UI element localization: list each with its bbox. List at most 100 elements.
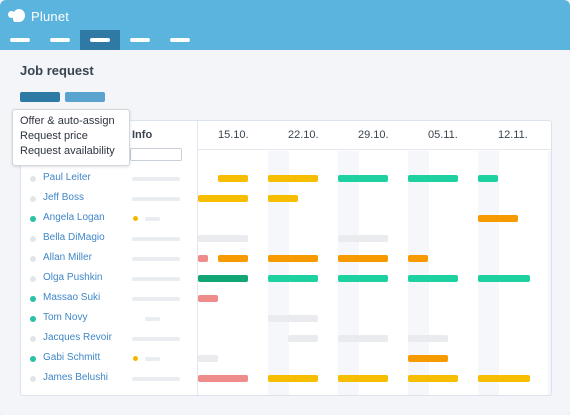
filter-input[interactable] <box>130 148 182 161</box>
booking-bar[interactable] <box>198 295 218 302</box>
status-dot <box>30 196 36 202</box>
booking-bar[interactable] <box>478 275 530 282</box>
resource-name[interactable]: James Belushi <box>43 372 109 383</box>
booking-bar[interactable] <box>478 215 518 222</box>
info-placeholder <box>132 337 180 341</box>
booking-bar[interactable] <box>268 275 318 282</box>
app-name: Plunet <box>31 8 70 24</box>
nav-tab-1[interactable] <box>0 30 40 50</box>
job-request-dropdown: Offer & auto-assign Request price Request … <box>12 109 130 166</box>
booking-bar[interactable] <box>338 235 388 242</box>
week-column-header: 12.11. <box>498 129 528 141</box>
primary-action-button[interactable] <box>20 92 60 102</box>
booking-bar[interactable] <box>408 175 458 182</box>
status-dot <box>30 296 36 302</box>
resource-row[interactable]: Gabi Schmitt <box>21 349 551 369</box>
nav-tab-placeholder <box>90 38 110 42</box>
resource-name[interactable]: Bella DiMagio <box>43 232 105 243</box>
booking-bar[interactable] <box>198 235 248 242</box>
week-gap-band <box>478 151 499 395</box>
page-title: Job request <box>20 63 94 78</box>
info-placeholder <box>145 217 160 221</box>
resource-name[interactable]: Allan Miller <box>43 252 92 263</box>
resource-row[interactable]: James Belushi <box>21 369 551 389</box>
info-placeholder <box>132 177 180 181</box>
booking-bar[interactable] <box>198 355 218 362</box>
resource-row[interactable]: Paul Leiter <box>21 169 551 189</box>
resource-name[interactable]: Angela Logan <box>43 212 105 223</box>
status-dot <box>30 356 36 362</box>
info-placeholder <box>132 277 180 281</box>
dropdown-item[interactable]: Request availability <box>20 145 115 157</box>
resource-row[interactable]: Jeff Boss <box>21 189 551 209</box>
app-logo[interactable]: Plunet <box>8 8 69 24</box>
resource-name[interactable]: Paul Leiter <box>43 172 91 183</box>
status-dot <box>30 336 36 342</box>
resource-row[interactable]: Bella DiMagio <box>21 229 551 249</box>
booking-bar[interactable] <box>288 335 318 342</box>
resource-name[interactable]: Gabi Schmitt <box>43 352 101 363</box>
warning-indicator <box>133 356 138 361</box>
nav-tab-placeholder <box>130 38 150 42</box>
week-column-header: 29.10. <box>358 129 389 141</box>
week-column-header: 15.10. <box>218 129 249 141</box>
status-dot <box>30 176 36 182</box>
booking-bar[interactable] <box>408 255 428 262</box>
resource-name[interactable]: Tom Novy <box>43 312 88 323</box>
booking-bar[interactable] <box>268 175 318 182</box>
plunet-logo-icon <box>8 8 26 24</box>
booking-bar[interactable] <box>268 255 318 262</box>
resource-name[interactable]: Olga Pushkin <box>43 272 103 283</box>
info-placeholder <box>132 297 180 301</box>
booking-bar[interactable] <box>338 375 388 382</box>
resource-schedule-panel: Info 15.10. 22.10. 29.10. 05.11. 12.11. Paul … <box>20 120 552 396</box>
booking-bar[interactable] <box>268 375 318 382</box>
resource-name[interactable]: Jeff Boss <box>43 192 84 203</box>
booking-bar[interactable] <box>338 275 388 282</box>
booking-bar[interactable] <box>198 195 248 202</box>
booking-bar[interactable] <box>268 315 318 322</box>
status-dot <box>30 256 36 262</box>
booking-bar[interactable] <box>408 355 448 362</box>
booking-bar[interactable] <box>408 275 458 282</box>
week-column-header: 22.10. <box>288 129 319 141</box>
nav-tab-3[interactable] <box>80 30 120 50</box>
booking-bar[interactable] <box>198 275 248 282</box>
nav-tab-4[interactable] <box>120 30 160 50</box>
booking-bar[interactable] <box>198 375 248 382</box>
booking-bar[interactable] <box>268 195 298 202</box>
booking-bar[interactable] <box>408 375 458 382</box>
info-placeholder <box>132 377 180 381</box>
secondary-action-button[interactable] <box>65 92 105 102</box>
top-header: Plunet <box>0 0 570 50</box>
status-dot <box>30 316 36 322</box>
dropdown-item[interactable]: Offer & auto-assign <box>20 115 115 127</box>
status-dot <box>30 276 36 282</box>
booking-bar[interactable] <box>338 335 388 342</box>
resource-row[interactable]: Olga Pushkin <box>21 269 551 289</box>
booking-bar[interactable] <box>478 175 498 182</box>
week-gap-band <box>408 151 429 395</box>
week-gap-band <box>548 151 551 395</box>
booking-bar[interactable] <box>198 255 208 262</box>
nav-tab-5[interactable] <box>160 30 200 50</box>
booking-bar[interactable] <box>408 335 448 342</box>
resource-row[interactable]: Jacques Revoir <box>21 329 551 349</box>
status-dot <box>30 236 36 242</box>
resource-row[interactable]: Allan Miller <box>21 249 551 269</box>
nav-tab-2[interactable] <box>40 30 80 50</box>
week-column-header: 05.11. <box>428 129 458 141</box>
resource-row[interactable]: Massao Suki <box>21 289 551 309</box>
booking-bar[interactable] <box>478 375 530 382</box>
resource-name[interactable]: Massao Suki <box>43 292 101 303</box>
info-placeholder <box>145 317 160 321</box>
booking-bar[interactable] <box>218 255 248 262</box>
booking-bar[interactable] <box>218 175 248 182</box>
resource-row[interactable]: Angela Logan <box>21 209 551 229</box>
resource-name[interactable]: Jacques Revoir <box>43 332 112 343</box>
resource-row[interactable]: Tom Novy <box>21 309 551 329</box>
dropdown-item[interactable]: Request price <box>20 130 88 142</box>
booking-bar[interactable] <box>338 255 388 262</box>
booking-bar[interactable] <box>338 175 388 182</box>
